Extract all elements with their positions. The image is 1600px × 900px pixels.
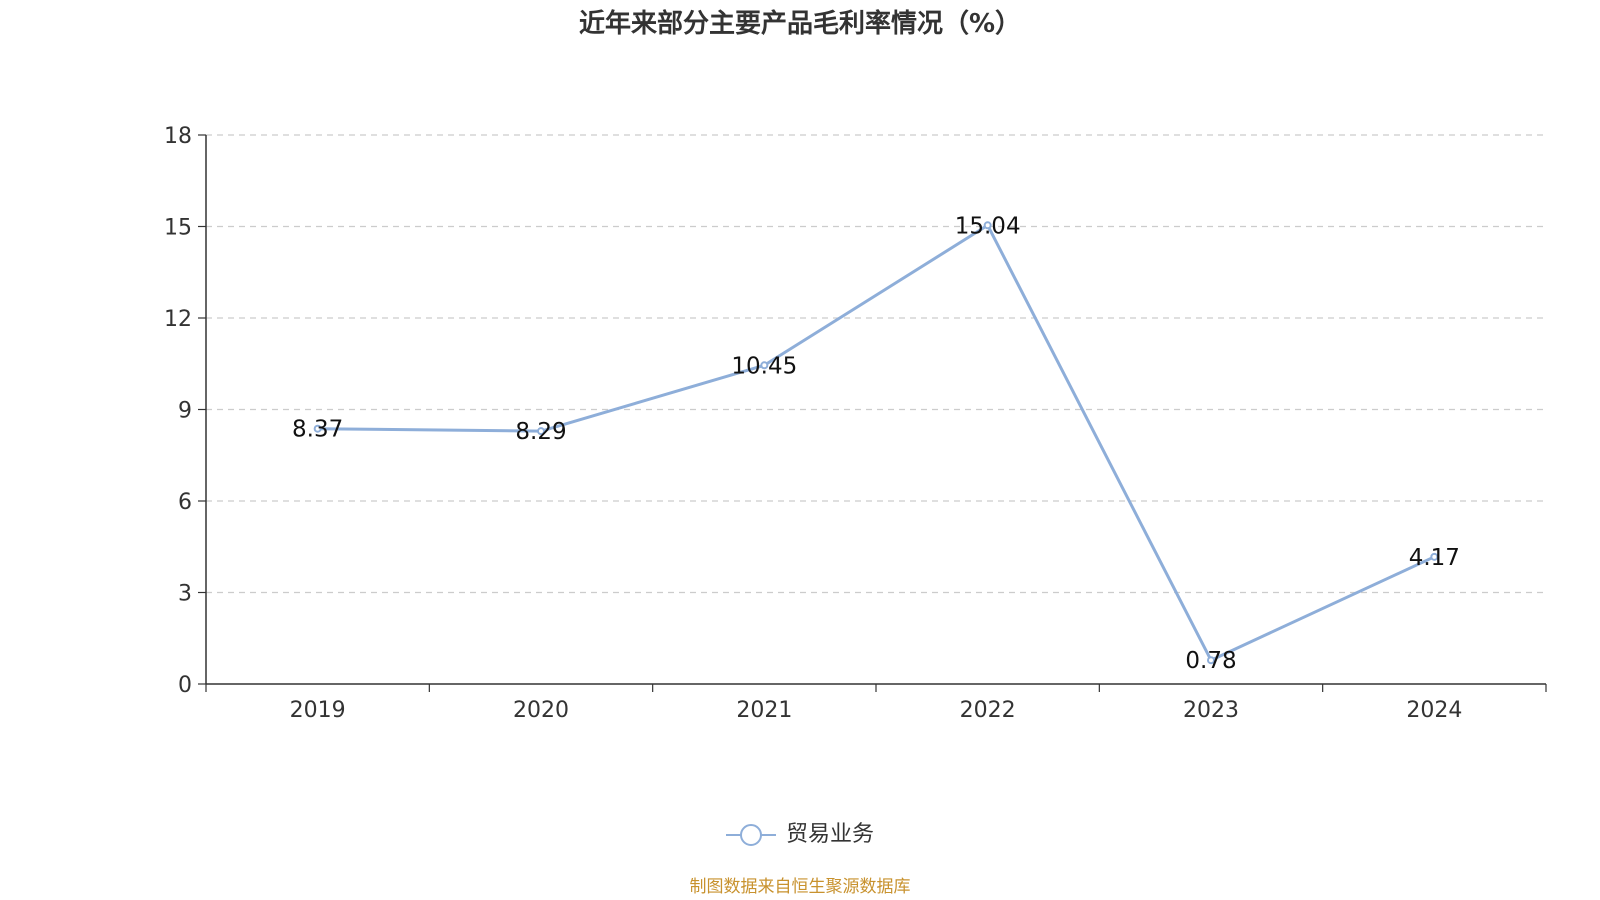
data-label-2024: 4.17 [1409,545,1460,571]
x-tick-label-2021: 2021 [736,698,792,723]
data-label-2020: 8.29 [515,419,566,445]
axes: 0 3 6 9 12 15 18 2019 2020 2021 2022 2023 2024 [164,124,1547,723]
legend[interactable]: 贸易业务 [0,820,1600,856]
x-tick-label-2023: 2023 [1183,698,1239,723]
data-label-2019: 8.37 [292,417,343,443]
y-tick-label: 0 [178,673,192,698]
legend-label: 贸易业务 [785,822,874,847]
y-tick-label: 9 [178,399,192,424]
data-label-2023: 0.78 [1185,648,1236,674]
x-tick-label-2022: 2022 [960,698,1016,723]
series-line [317,223,1435,662]
y-tick-label: 3 [178,582,192,607]
data-point-2019 [313,424,322,433]
x-tick-label-2020: 2020 [513,698,569,723]
data-point-2021 [760,361,769,370]
chart-title: 近年来部分主要产品毛利率情况（%） [578,9,1022,39]
x-tick-label-2024: 2024 [1406,698,1462,723]
data-point-2022 [983,221,992,230]
y-tick-label: 6 [178,490,192,515]
data-point-2024 [1430,552,1439,561]
source-note: 制图数据来自恒生聚源数据库 [689,877,911,897]
legend-line-circle-icon [725,823,776,847]
y-tick-label: 18 [164,124,192,149]
x-tick-label-2019: 2019 [290,698,346,723]
data-point-2023 [1207,656,1215,665]
data-point-2020 [537,427,545,436]
data-label-2022: 15.04 [955,213,1021,239]
data-label-2021: 10.45 [731,353,797,379]
data-labels: 8.37 8.29 10.45 15.04 0.78 4.17 [292,213,1460,674]
series-gross-margin [313,221,1439,665]
grid-lines [206,134,1546,594]
y-tick-label: 12 [164,307,192,332]
y-tick-label: 15 [164,216,192,241]
